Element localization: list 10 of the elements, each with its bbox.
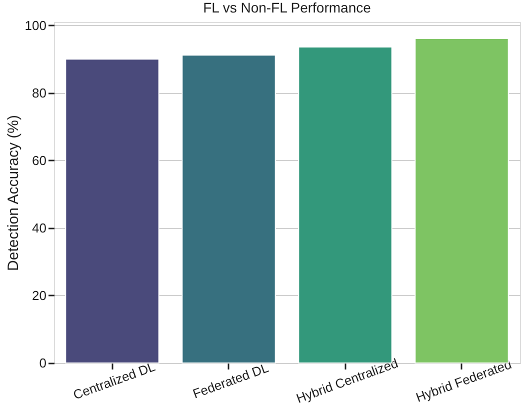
y-tick-label: 100	[24, 18, 46, 33]
bar	[65, 58, 160, 364]
y-tick-label: 60	[32, 152, 46, 168]
bar	[182, 54, 276, 364]
y-tick-label: 40	[32, 220, 46, 236]
y-tick-label: 0	[39, 356, 46, 370]
chart-title: FL vs Non-FL Performance	[203, 0, 372, 16]
y-tick-label: 80	[32, 85, 46, 100]
y-tick-label: 20	[32, 288, 46, 303]
y-axis-title: Detection Accuracy (%)	[4, 115, 22, 271]
